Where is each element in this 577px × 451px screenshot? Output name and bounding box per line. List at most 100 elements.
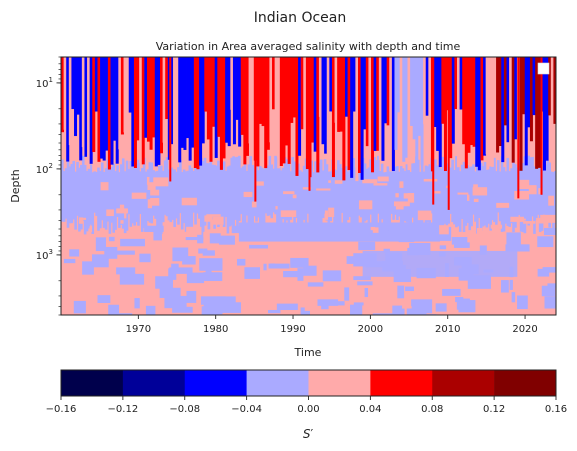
heatmap-cell — [346, 256, 360, 264]
heatmap-cell — [489, 166, 492, 231]
heatmap-cell — [480, 57, 484, 161]
heatmap-cell — [61, 57, 65, 133]
heatmap-cell — [423, 178, 438, 182]
heatmap-cell — [194, 155, 197, 225]
heatmap-cell — [371, 161, 374, 226]
x-tick-label: 2020 — [512, 324, 537, 335]
heatmap-cell — [89, 57, 93, 164]
heatmap-cell — [472, 57, 476, 147]
heatmap-cell — [329, 57, 333, 112]
heatmap-cell — [254, 57, 257, 202]
heatmap-cell — [496, 57, 500, 153]
heatmap-cell — [353, 276, 371, 281]
heatmap-cell — [161, 170, 165, 223]
heatmap-cell — [540, 214, 556, 223]
colorbar-segment — [184, 370, 247, 396]
heatmap-cell — [261, 57, 265, 127]
heatmap-cell — [329, 171, 333, 222]
colorbar-tick-label: 0.04 — [359, 404, 381, 415]
heatmap-cell — [225, 57, 229, 143]
heatmap-cell — [368, 57, 372, 158]
heatmap-cell — [268, 309, 281, 314]
heatmap-cell — [83, 164, 87, 235]
heatmap-cell — [157, 57, 161, 165]
heatmap-cell — [475, 57, 479, 167]
heatmap-cell — [396, 166, 399, 220]
colorbar-tick-label: 0.12 — [483, 404, 505, 415]
heatmap-cell — [97, 167, 100, 231]
heatmap-cell — [81, 155, 85, 221]
heatmap-cell — [415, 156, 418, 231]
heatmap-cell — [439, 245, 447, 250]
heatmap-cell — [99, 170, 102, 229]
heatmap-cell — [454, 57, 458, 110]
heatmap-cell — [406, 308, 427, 315]
heatmap-cell — [464, 57, 468, 169]
heatmap-cell — [433, 57, 437, 127]
heatmap-cell — [514, 57, 518, 140]
heatmap-cell — [289, 171, 293, 220]
heatmap-cell — [177, 167, 180, 225]
heatmap-cell — [182, 256, 196, 265]
heatmap-cell — [106, 159, 110, 222]
heatmap-cell — [397, 171, 401, 217]
heatmap-cell — [203, 157, 207, 226]
heatmap-cell — [508, 171, 512, 227]
heatmap-cell — [159, 287, 181, 298]
heatmap-cell — [363, 163, 367, 222]
heatmap-cell — [105, 57, 109, 151]
heatmap-cell — [509, 279, 513, 290]
heatmap-cell — [63, 258, 76, 264]
heatmap-cell — [313, 57, 317, 152]
heatmap-cell — [308, 57, 311, 191]
heatmap-cell — [222, 57, 226, 159]
heatmap-cell — [81, 57, 85, 148]
heatmap-cell — [123, 57, 127, 133]
heatmap-cell — [141, 57, 145, 165]
heatmap-cell — [350, 304, 363, 315]
x-tick-label: 2010 — [435, 324, 460, 335]
heatmap-cell — [295, 164, 298, 218]
heatmap-cell — [186, 226, 202, 235]
heatmap-cell — [197, 231, 204, 244]
heatmap-cell — [399, 181, 404, 188]
heatmap-cell — [169, 57, 172, 182]
heatmap-cell — [350, 57, 354, 178]
colorbar-segment — [308, 370, 371, 396]
heatmap-cell — [131, 273, 142, 283]
heatmap-cell — [298, 57, 302, 156]
chart-title: Variation in Area averaged salinity with… — [156, 40, 461, 53]
heatmap-cell — [373, 57, 377, 151]
heatmap-cell — [183, 57, 187, 150]
heatmap-cell — [119, 204, 125, 211]
heatmap-cell — [219, 57, 223, 170]
heatmap-cell — [439, 225, 449, 235]
heatmap-cell — [214, 57, 218, 158]
colorbar-segment — [494, 370, 557, 396]
heatmap-cell — [95, 171, 98, 216]
heatmap-cell — [232, 57, 236, 145]
heatmap-cell — [97, 57, 101, 162]
heatmap-cell — [118, 172, 121, 228]
heatmap-cell — [316, 57, 320, 173]
heatmap-cell — [326, 57, 330, 159]
heatmap-cell — [371, 57, 375, 173]
figure-suptitle: Indian Ocean — [254, 10, 346, 26]
heatmap-cell — [491, 160, 494, 221]
heatmap-cell — [514, 191, 530, 200]
heatmap-cell — [186, 290, 197, 303]
colorbar-segment — [246, 370, 309, 396]
heatmap-cell — [209, 156, 213, 219]
y-tick-label: 102 — [36, 162, 53, 176]
heatmap-cell — [460, 164, 464, 219]
heatmap-cell — [285, 57, 289, 146]
heatmap-cell — [209, 57, 213, 162]
heatmap-cell — [245, 57, 249, 156]
heatmap-cell — [544, 164, 548, 219]
y-tick-label: 103 — [36, 248, 53, 262]
heatmap-cell — [120, 238, 145, 247]
heatmap-cell — [292, 194, 297, 199]
heatmap-cell — [365, 168, 369, 220]
heatmap-cell — [279, 170, 283, 226]
heatmap-cell — [165, 157, 169, 217]
